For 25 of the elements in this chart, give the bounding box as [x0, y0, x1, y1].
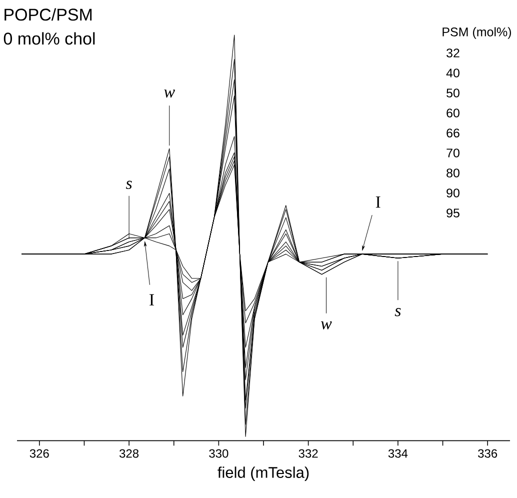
annotation: s — [126, 180, 132, 189]
annotation: 66 — [446, 128, 460, 138]
annotation: 60 — [446, 108, 460, 118]
chart-subtitle: 0 mol% chol — [4, 32, 95, 45]
x-tick-label: 330 — [209, 449, 228, 458]
annotation: 80 — [446, 168, 460, 178]
x-tick-label: 334 — [388, 449, 408, 458]
annotation: w — [320, 321, 332, 330]
annotation: I — [150, 294, 154, 306]
annotation: PSM (mol%) — [442, 27, 512, 39]
x-axis-title: field (mTesla) — [218, 466, 309, 482]
x-tick-label: 326 — [30, 449, 49, 458]
annotation: s — [394, 308, 401, 316]
annotation: 50 — [446, 88, 460, 98]
annotation: 40 — [446, 68, 460, 78]
x-tick-label: 328 — [119, 449, 139, 458]
annotation: w — [164, 90, 175, 98]
annotation: 70 — [446, 148, 460, 158]
annotation: 90 — [446, 188, 460, 198]
annotation: 95 — [446, 208, 460, 218]
x-tick-label: 336 — [478, 449, 498, 458]
annotation: I — [376, 196, 380, 208]
chart-title: POPC/PSM — [4, 8, 92, 21]
annotation: 32 — [446, 48, 460, 58]
x-tick-label: 332 — [298, 449, 318, 458]
